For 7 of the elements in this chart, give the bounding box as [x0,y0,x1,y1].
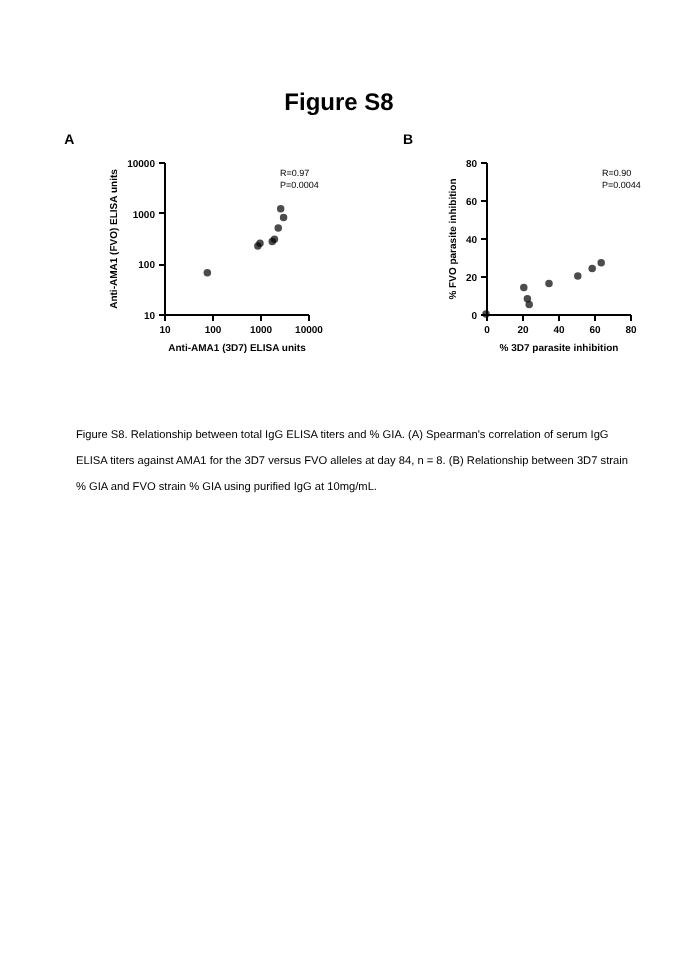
point [588,264,596,273]
point [545,279,553,288]
point [520,283,528,292]
point [574,272,582,280]
chart-title: Figure S8 [282,88,396,120]
point [525,300,533,309]
point [597,258,605,267]
